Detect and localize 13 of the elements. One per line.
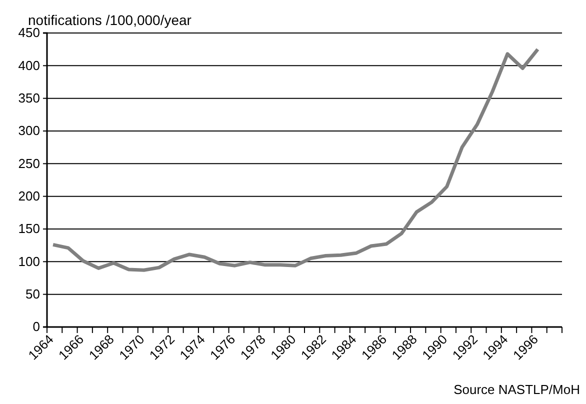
line-series: [51, 48, 540, 272]
source-note: Source NASTLP/MoH: [454, 382, 580, 397]
y-tick-label: 450: [18, 25, 40, 40]
y-tick-label: 100: [18, 254, 40, 269]
y-tick-label: 300: [18, 123, 40, 138]
y-tick-label: 0: [32, 319, 40, 334]
y-tick-label: 150: [18, 221, 40, 236]
y-tick-label: 250: [18, 156, 40, 171]
y-tick-label: 50: [26, 286, 40, 302]
y-tick-label: 200: [18, 188, 40, 204]
y-axis-title: notifications /100,000/year: [28, 12, 192, 28]
y-tick-label: 400: [18, 58, 40, 73]
y-tick-label: 350: [18, 90, 40, 106]
